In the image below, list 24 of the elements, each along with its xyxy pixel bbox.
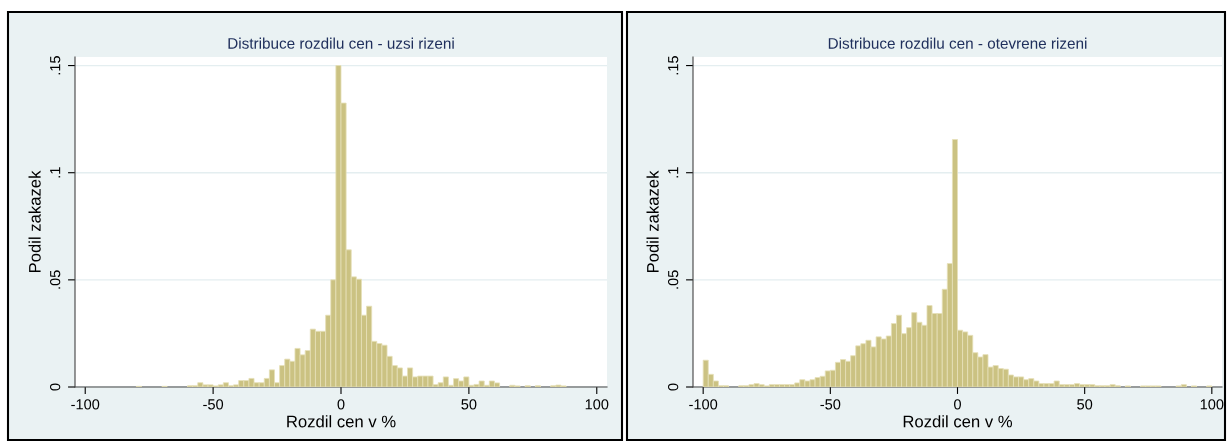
y-tick-label: .15 xyxy=(668,56,679,75)
x-tick-label: -50 xyxy=(820,399,841,410)
x-axis-title: Rozdil cen v % xyxy=(903,415,1013,428)
y-tick-label: 0 xyxy=(667,383,679,391)
y-tick-label: .1 xyxy=(50,167,61,178)
y-axis-title: Podil zakazek xyxy=(646,170,659,273)
y-tick-label: 0 xyxy=(49,383,61,391)
y-tick-label: .05 xyxy=(667,270,679,289)
x-tick-label: -100 xyxy=(71,399,100,410)
y-tick-label: .1 xyxy=(668,167,679,178)
x-tick-label: -50 xyxy=(203,399,224,410)
y-tick-label: .15 xyxy=(50,56,61,75)
x-tick-label: 50 xyxy=(1077,399,1093,410)
x-tick-label: 0 xyxy=(954,399,961,410)
y-tick-label: .05 xyxy=(49,270,61,289)
x-tick-label: 100 xyxy=(585,399,609,410)
x-tick-label: 100 xyxy=(1200,399,1224,410)
chart-title: Distribuce rozdilu cen - otevrene rizeni xyxy=(828,37,1087,49)
x-tick-label: 0 xyxy=(337,399,345,410)
chart-title: Distribuce rozdilu cen - uzsi rizeni xyxy=(228,37,454,49)
y-axis-title: Podil zakazek xyxy=(28,170,41,273)
x-tick-label: 50 xyxy=(461,399,477,410)
x-tick-label: -100 xyxy=(689,399,718,410)
x-axis-title: Rozdil cen v % xyxy=(287,415,396,428)
